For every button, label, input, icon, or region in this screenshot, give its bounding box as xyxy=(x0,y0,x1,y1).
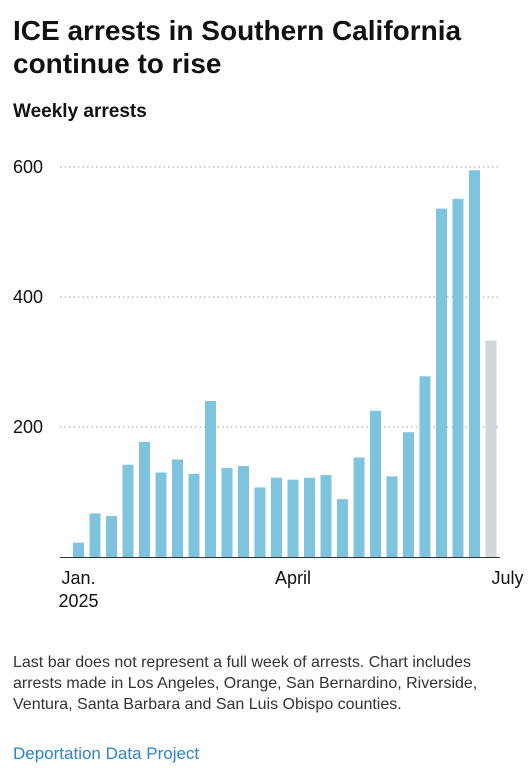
bar xyxy=(122,464,134,557)
bar xyxy=(155,472,167,557)
bar xyxy=(106,516,117,557)
bar xyxy=(386,476,398,557)
x-tick-label: April xyxy=(275,568,311,588)
bar xyxy=(370,410,381,557)
bar xyxy=(73,542,84,557)
bar xyxy=(436,208,447,557)
bar xyxy=(238,466,249,557)
chart-title: ICE arrests in Southern California conti… xyxy=(13,15,462,79)
gridlines xyxy=(60,166,500,428)
bar xyxy=(271,477,282,557)
bar xyxy=(172,459,183,557)
bar xyxy=(469,170,480,557)
bar xyxy=(419,376,431,557)
y-tick-label: 600 xyxy=(13,157,43,177)
chart-subtitle: Weekly arrests xyxy=(13,101,147,122)
bar xyxy=(205,401,216,557)
bar xyxy=(452,198,464,557)
bar xyxy=(287,479,299,557)
bar xyxy=(188,473,200,557)
x-tick-label: July xyxy=(491,568,523,588)
tick-labels: 200 400 600 Jan. 2025 April July xyxy=(13,157,524,611)
bars xyxy=(73,170,497,557)
bar xyxy=(221,467,233,557)
bar xyxy=(304,477,315,557)
bar-chart: 200 400 600 Jan. 2025 April July xyxy=(13,157,524,611)
bar-partial-week xyxy=(485,340,497,557)
bar xyxy=(320,475,332,557)
bar xyxy=(254,487,266,557)
bar xyxy=(139,441,150,557)
bar xyxy=(337,499,348,557)
source-link[interactable]: Deportation Data Project xyxy=(13,744,200,763)
y-tick-label: 200 xyxy=(13,417,43,437)
y-tick-label: 400 xyxy=(13,287,43,307)
bar xyxy=(89,513,101,557)
x-tick-label: Jan. 2025 xyxy=(58,568,98,611)
bar xyxy=(403,432,414,557)
chart-footnote: Last bar does not represent a full week … xyxy=(13,654,478,713)
bar xyxy=(353,457,365,557)
